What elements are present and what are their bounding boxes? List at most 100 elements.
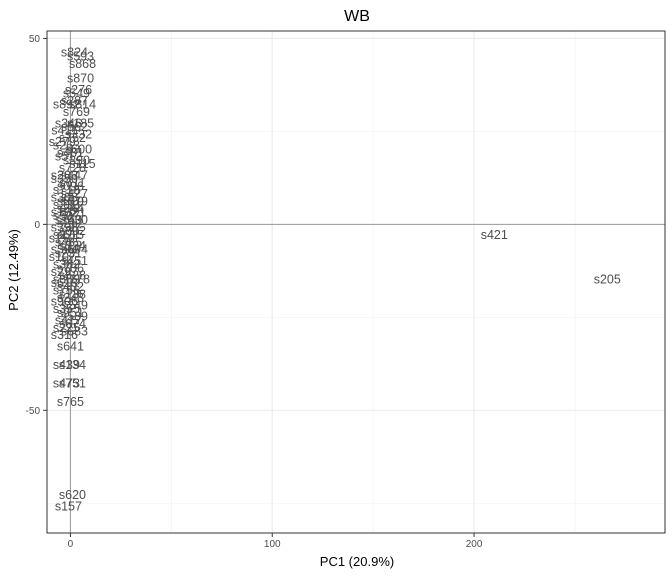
point-label-s346: s346 xyxy=(55,116,82,130)
point-label-s868: s868 xyxy=(69,57,96,71)
point-label-s316: s316 xyxy=(51,328,78,342)
x-tick-label: 100 xyxy=(264,539,281,550)
point-label-s287: s287 xyxy=(61,94,88,108)
point-label-s562: s562 xyxy=(61,120,88,134)
point-label-s451: s451 xyxy=(61,254,88,268)
point-label-s350: s350 xyxy=(51,172,78,186)
point-label-s765: s765 xyxy=(57,395,84,409)
point-label-s390: s390 xyxy=(63,153,90,167)
point-label-s859: s859 xyxy=(53,272,80,286)
point-label-s157: s157 xyxy=(55,499,82,513)
point-label-s398: s398 xyxy=(51,220,78,234)
point-label-s382: s382 xyxy=(53,258,80,272)
point-label-s679: s679 xyxy=(61,194,88,208)
point-label-s138: s138 xyxy=(59,287,86,301)
point-label-s212: s212 xyxy=(57,217,84,231)
point-label-s951: s951 xyxy=(57,306,84,320)
y-tick-label: -50 xyxy=(26,406,41,417)
point-label-s096: s096 xyxy=(57,179,84,193)
point-label-s248: s248 xyxy=(57,291,84,305)
point-label-s185: s185 xyxy=(67,116,94,130)
point-label-s802: s802 xyxy=(59,224,86,238)
point-label-s355: s355 xyxy=(53,302,80,316)
point-label-s589: s589 xyxy=(61,310,88,324)
point-label-s332: s332 xyxy=(65,127,92,141)
point-label-s630: s630 xyxy=(61,213,88,227)
point-label-s600: s600 xyxy=(65,142,92,156)
point-label-s751: s751 xyxy=(59,377,86,391)
point-label-s334: s334 xyxy=(59,239,86,253)
x-tick-label: 200 xyxy=(466,539,483,550)
point-label-s411: s411 xyxy=(51,124,77,138)
point-label-s421: s421 xyxy=(481,228,508,242)
chart-title: WB xyxy=(344,8,370,25)
point-label-s613: s613 xyxy=(51,276,78,290)
point-label-s814: s814 xyxy=(69,98,96,112)
point-label-s249: s249 xyxy=(61,298,88,312)
point-label-s308: s308 xyxy=(51,191,78,205)
point-label-s844: s844 xyxy=(57,202,84,216)
point-labels: s824s593s868s870s276s549s287s814s892s769… xyxy=(49,46,621,514)
point-label-s134: s134 xyxy=(59,358,86,372)
point-label-s620: s620 xyxy=(59,488,86,502)
point-label-s683: s683 xyxy=(61,324,88,338)
point-label-s276: s276 xyxy=(65,83,92,97)
point-label-s162: s162 xyxy=(51,206,78,220)
point-label-s593: s593 xyxy=(67,49,94,63)
point-label-s728: s728 xyxy=(59,161,86,175)
plot-panel xyxy=(47,31,665,533)
point-label-s115: s115 xyxy=(69,157,95,171)
point-label-s107: s107 xyxy=(49,250,76,264)
point-label-s906: s906 xyxy=(51,295,78,309)
point-label-s740: s740 xyxy=(55,213,82,227)
x-axis-ticks: 0 100 200 xyxy=(68,533,483,550)
point-label-s512: s512 xyxy=(55,150,82,164)
point-label-s205: s205 xyxy=(594,272,621,286)
point-label-s279: s279 xyxy=(49,135,76,149)
y-tick-label: 0 xyxy=(34,220,40,231)
point-label-s519: s519 xyxy=(57,194,84,208)
point-label-s528: s528 xyxy=(59,269,86,283)
point-label-s674: s674 xyxy=(59,317,86,331)
point-label-s271: s271 xyxy=(53,228,80,242)
point-label-s297: s297 xyxy=(51,265,78,279)
point-label-s549: s549 xyxy=(63,87,90,101)
point-label-s824: s824 xyxy=(61,46,88,60)
point-label-s892: s892 xyxy=(53,98,80,112)
point-label-s427: s427 xyxy=(61,187,88,201)
point-label-s752: s752 xyxy=(59,131,86,145)
point-label-s152: s152 xyxy=(49,232,76,246)
point-label-s473: s473 xyxy=(53,377,80,391)
point-label-s233: s233 xyxy=(53,198,80,212)
plot-border xyxy=(46,30,666,534)
point-label-s485: s485 xyxy=(55,235,82,249)
minor-gridlines xyxy=(47,31,665,533)
point-label-s718: s718 xyxy=(53,183,80,197)
point-label-s694: s694 xyxy=(61,243,88,257)
point-label-s321: s321 xyxy=(59,206,86,220)
point-label-s203: s203 xyxy=(51,168,78,182)
point-label-s417: s417 xyxy=(55,313,82,327)
point-label-s870: s870 xyxy=(67,72,94,86)
point-label-s769: s769 xyxy=(63,105,90,119)
point-label-s756: s756 xyxy=(53,284,80,298)
point-label-s615: s615 xyxy=(57,228,84,242)
plot-area: s824s593s868s870s276s549s287s814s892s769… xyxy=(46,30,666,534)
x-axis-title: PC1 (20.9%) xyxy=(320,554,394,569)
point-label-s481: s481 xyxy=(57,146,84,160)
point-label-s611: s611 xyxy=(59,176,85,190)
point-label-s178: s178 xyxy=(63,272,90,286)
point-label-s447: s447 xyxy=(61,168,88,182)
point-label-s706: s706 xyxy=(57,261,84,275)
y-axis-title: PC2 (12.49%) xyxy=(6,229,21,311)
x-tick-label: 0 xyxy=(68,539,74,550)
point-label-s402: s402 xyxy=(57,280,84,294)
y-tick-label: 50 xyxy=(29,34,41,45)
point-label-s439: s439 xyxy=(53,358,80,372)
point-label-s507: s507 xyxy=(53,209,80,223)
point-label-s641: s641 xyxy=(57,339,84,353)
point-label-s263: s263 xyxy=(53,139,80,153)
point-label-s225: s225 xyxy=(53,321,80,335)
point-label-s231: s231 xyxy=(55,246,82,260)
